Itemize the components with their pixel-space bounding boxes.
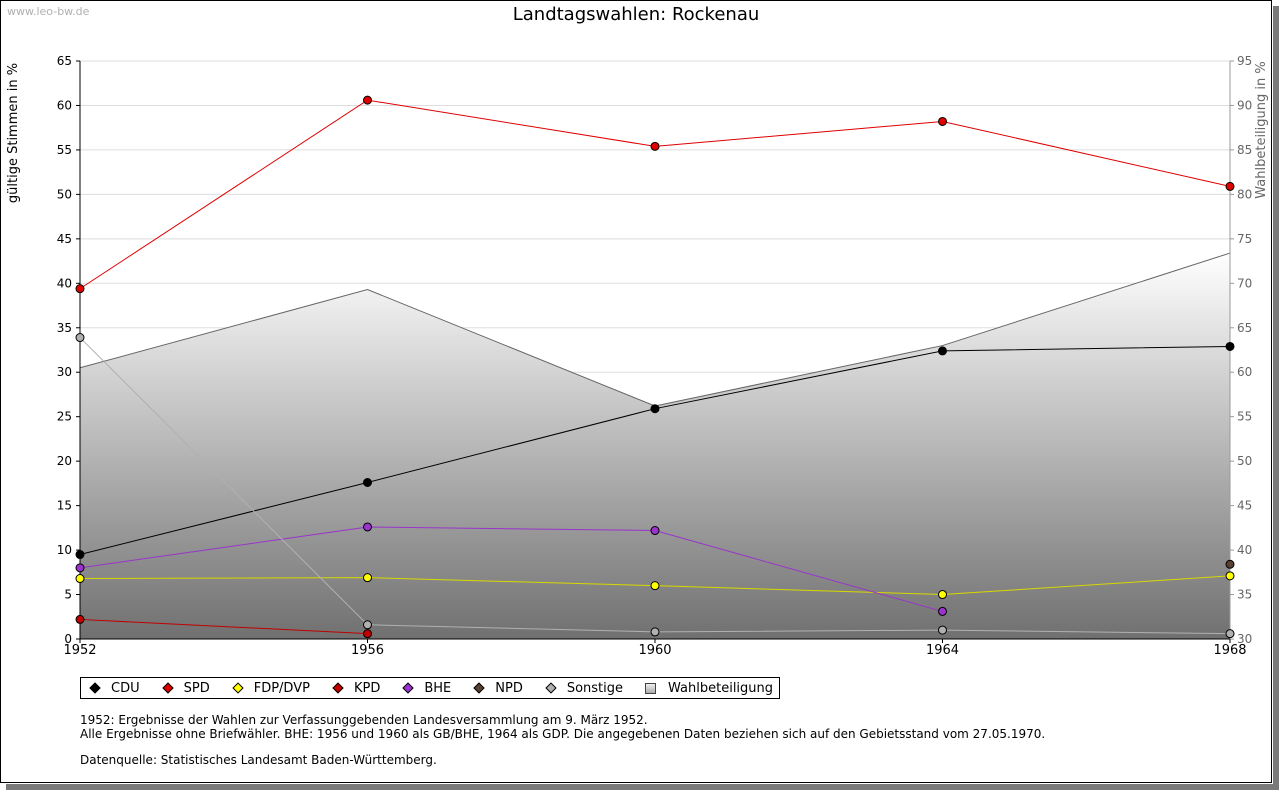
- point-cdu: [1225, 341, 1235, 351]
- legend-item-npd: NPD: [471, 681, 523, 696]
- legend-label-kpd: KPD: [353, 680, 381, 696]
- legend-label-cdu: CDU: [111, 680, 140, 696]
- point-fdp-dvp: [938, 590, 947, 600]
- y2-tick-label: 35: [1237, 588, 1252, 602]
- legend-label-spd: SPD: [183, 680, 210, 696]
- point-sonstige: [650, 627, 660, 637]
- y2-tick-label: 75: [1237, 232, 1252, 246]
- series-line-bhe: [79, 526, 943, 612]
- legend-item-spd: SPD: [160, 681, 210, 696]
- point-fdp-dvp: [363, 573, 372, 583]
- legend-item-fdp-dvp: FDP/DVP: [230, 681, 310, 696]
- y-tick-label: 5: [64, 588, 72, 602]
- legend-marker-sonstige: [545, 682, 557, 694]
- point-npd: [1225, 559, 1235, 569]
- x-tick-label: 1960: [638, 643, 671, 658]
- legend-label-wahlbeteiligung: Wahlbeteiligung: [668, 680, 774, 696]
- legend-marker-cdu: [89, 682, 101, 694]
- legend-item-sonstige: Sonstige: [543, 681, 623, 696]
- legend: CDU SPD FDP/DVP KPD BHE NPD Sonstige Wah…: [80, 677, 781, 699]
- legend-label-sonstige: Sonstige: [566, 680, 624, 696]
- y2-tick-label: 30: [1237, 632, 1252, 646]
- x-tick-label: 1956: [351, 643, 384, 658]
- frame-shadow-right: [1273, 6, 1279, 789]
- x-tick-label: 1952: [63, 643, 96, 658]
- y2-tick-label: 95: [1237, 54, 1252, 68]
- legend-item-kpd: KPD: [330, 681, 380, 696]
- y-tick-label: 60: [57, 98, 72, 112]
- point-cdu: [75, 550, 85, 560]
- legend-label-fdp-dvp: FDP/DVP: [253, 680, 310, 696]
- y-tick-label: 35: [57, 321, 72, 335]
- legend-item-cdu: CDU: [87, 681, 140, 696]
- legend-marker-spd: [161, 682, 174, 694]
- legend-item-wahlbeteiligung: Wahlbeteiligung: [643, 681, 773, 696]
- footnote-general: Alle Ergebnisse ohne Briefwähler. BHE: 1…: [80, 727, 1046, 741]
- legend-marker-npd: [473, 682, 485, 694]
- watermark: www.leo-bw.de: [7, 5, 90, 18]
- y-tick-label: 0: [64, 632, 72, 646]
- legend-item-bhe: BHE: [400, 681, 451, 696]
- y2-tick-label: 65: [1237, 321, 1252, 335]
- y-tick-label: 30: [57, 365, 72, 379]
- point-bhe: [363, 522, 372, 532]
- y2-tick-label: 80: [1237, 187, 1252, 201]
- legend-label-bhe: BHE: [424, 680, 452, 696]
- y2-tick-label: 90: [1237, 98, 1252, 112]
- y2-tick-label: 55: [1237, 410, 1252, 424]
- y-tick-label: 10: [57, 543, 72, 557]
- legend-marker-wahlbeteiligung: [645, 682, 657, 694]
- data-source: Datenquelle: Statistisches Landesamt Bad…: [80, 753, 437, 767]
- chart-title: Landtagswahlen: Rockenau: [512, 4, 760, 25]
- footnote-1952: 1952: Ergebnisse der Wahlen zur Verfassu…: [80, 713, 648, 727]
- point-spd: [650, 141, 660, 151]
- y-tick-label: 20: [57, 454, 72, 468]
- point-cdu: [363, 477, 372, 487]
- y-tick-label: 65: [57, 54, 72, 68]
- point-fdp-dvp: [650, 581, 660, 591]
- point-fdp-dvp: [1225, 571, 1235, 581]
- point-sonstige: [75, 333, 85, 343]
- y-tick-label: 40: [57, 276, 72, 290]
- point-spd: [1225, 181, 1235, 191]
- y-tick-label: 50: [57, 187, 72, 201]
- footnotes: 1952: Ergebnisse der Wahlen zur Verfassu…: [80, 713, 1045, 767]
- legend-label-npd: NPD: [495, 680, 523, 696]
- x-tick-label: 1964: [926, 643, 959, 658]
- point-spd: [75, 284, 85, 294]
- y2-tick-label: 70: [1237, 276, 1252, 290]
- y2-tick-label: 40: [1237, 543, 1252, 557]
- point-bhe: [650, 526, 660, 536]
- point-fdp-dvp: [75, 574, 85, 584]
- frame-shadow-bottom: [6, 784, 1279, 790]
- point-bhe: [75, 563, 85, 573]
- legend-marker-fdp-dvp: [232, 682, 244, 694]
- point-bhe: [938, 606, 947, 616]
- y2-tick-label: 85: [1237, 143, 1252, 157]
- y2-tick-label: 60: [1237, 365, 1252, 379]
- x-tick-label: 1968: [1213, 643, 1246, 658]
- point-cdu: [938, 346, 947, 356]
- y-tick-label: 45: [57, 232, 72, 246]
- y-tick-label: 55: [57, 143, 72, 157]
- point-kpd: [75, 614, 85, 624]
- point-sonstige: [938, 625, 947, 635]
- point-spd: [938, 116, 947, 126]
- legend-marker-kpd: [332, 682, 344, 694]
- point-kpd: [363, 629, 372, 639]
- legend-marker-bhe: [402, 682, 414, 694]
- y-tick-label: 25: [57, 410, 72, 424]
- y2-tick-label: 50: [1237, 454, 1252, 468]
- y2-axis-label: Wahlbeteiligung in %: [1254, 61, 1269, 198]
- y2-tick-label: 45: [1237, 499, 1252, 513]
- turnout-area: [80, 253, 1230, 639]
- y-tick-label: 15: [57, 499, 72, 513]
- point-spd: [363, 95, 372, 105]
- series-line-kpd: [79, 618, 368, 635]
- point-cdu: [650, 404, 660, 414]
- point-sonstige: [363, 620, 372, 630]
- point-sonstige: [1225, 629, 1235, 639]
- y-axis-label: gültige Stimmen in %: [6, 63, 21, 203]
